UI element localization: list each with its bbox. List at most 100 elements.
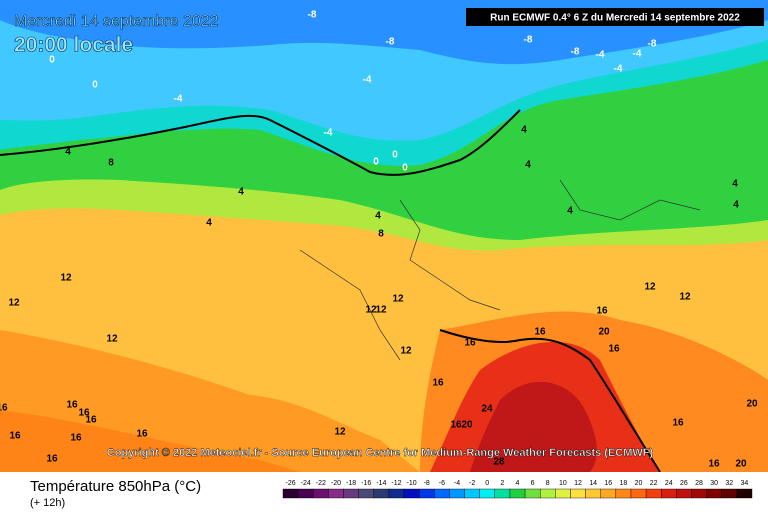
scale-label: 18 bbox=[620, 480, 628, 487]
contour-label: 4 bbox=[521, 125, 527, 136]
contour-label: -8 bbox=[308, 10, 317, 21]
contour-label: 12 bbox=[8, 298, 20, 309]
contour-label: 12 bbox=[400, 346, 412, 357]
contour-label: -8 bbox=[386, 37, 395, 48]
contour-labels: -8-8 -8-8-8-4 -4-4-4-4-4000004844484444412… bbox=[0, 10, 758, 470]
scale-label: -20 bbox=[331, 480, 341, 487]
contour-label: 16 bbox=[46, 454, 58, 465]
scale-label: 8 bbox=[546, 480, 550, 487]
scale-label: 10 bbox=[559, 480, 567, 487]
scale-label: 22 bbox=[650, 480, 658, 487]
scale-label: -26 bbox=[286, 480, 296, 487]
contour-label: 16 bbox=[78, 408, 90, 419]
contour-label: 20 bbox=[746, 399, 758, 410]
contour-label: 20 bbox=[598, 327, 610, 338]
scale-label: -2 bbox=[469, 480, 475, 487]
scale-label: 14 bbox=[589, 480, 597, 487]
scale-swatch bbox=[434, 488, 450, 499]
scale-swatch bbox=[282, 488, 299, 499]
scale-swatch bbox=[464, 488, 480, 499]
scale-swatch bbox=[388, 488, 405, 499]
contour-label: 16 bbox=[596, 306, 608, 317]
contour-label: 16 bbox=[708, 459, 720, 470]
scale-label: -14 bbox=[376, 480, 386, 487]
contour-label: 4 bbox=[525, 160, 531, 171]
scale-swatch bbox=[373, 488, 390, 499]
contour-label: -4 bbox=[174, 94, 183, 105]
scale-label: 2 bbox=[500, 480, 504, 487]
contour-label: 16 bbox=[9, 431, 21, 442]
scale-swatch bbox=[524, 488, 541, 499]
scale-label: -22 bbox=[316, 480, 326, 487]
scale-swatch bbox=[479, 488, 496, 499]
scale-label: -18 bbox=[346, 480, 356, 487]
contour-label: 16 bbox=[608, 344, 620, 355]
scale-label: 34 bbox=[741, 480, 749, 487]
contour-label: 0 bbox=[92, 80, 98, 91]
map-time: 20:00 locale bbox=[14, 34, 133, 57]
scale-swatch bbox=[297, 488, 314, 499]
scale-swatch bbox=[509, 488, 526, 499]
scale-swatch bbox=[676, 488, 692, 499]
contour-label: -8 bbox=[524, 35, 533, 46]
copyright: Copyright © 2022 Meteociel.fr - Source E… bbox=[107, 447, 654, 459]
run-box bbox=[466, 8, 764, 26]
color-scale: -26 -24 -22 -20 -18 -16 -14 -12 -10 -8 -6 -4 -2 0 2 4 6 8… bbox=[282, 480, 753, 499]
scale-label: -12 bbox=[391, 480, 401, 487]
scale-swatch bbox=[600, 488, 617, 499]
scale-swatch bbox=[615, 488, 632, 499]
footer-subtitle: (+ 12h) bbox=[30, 497, 65, 509]
scale-swatch bbox=[343, 488, 359, 499]
contour-label: 4 bbox=[375, 211, 381, 222]
contour-label: 12 bbox=[644, 282, 656, 293]
contour-label: 0 bbox=[373, 157, 379, 168]
contour-label: -4 bbox=[596, 50, 605, 61]
contour-label: 12 bbox=[679, 292, 691, 303]
run-info: Run ECMWF 0.4° 6 Z du Mercredi 14 septem… bbox=[490, 13, 740, 24]
scale-label: -4 bbox=[454, 480, 460, 487]
scale-swatch bbox=[645, 488, 662, 499]
scale-swatch bbox=[494, 488, 511, 499]
scale-label: -10 bbox=[407, 480, 417, 487]
contour-label: -8 bbox=[571, 47, 580, 58]
contour-label: 8 bbox=[108, 158, 114, 169]
scale-label: -24 bbox=[301, 480, 311, 487]
isotherm-line bbox=[439, 329, 661, 473]
map-area: -8-8 -8-8-8-4 -4-4-4-4-4000004844484444412… bbox=[0, 0, 768, 473]
contour-label: 16 bbox=[672, 418, 684, 429]
scale-label: 16 bbox=[604, 480, 612, 487]
scale-swatch bbox=[706, 488, 722, 499]
scale-label: 32 bbox=[725, 480, 733, 487]
warm-region bbox=[0, 410, 300, 472]
scale-swatch bbox=[403, 488, 420, 499]
contour-label: 12 bbox=[392, 294, 404, 305]
scale-swatch bbox=[661, 488, 677, 499]
scale-swatch bbox=[358, 488, 374, 499]
scale-swatch bbox=[555, 488, 571, 499]
contour-label: 4 bbox=[238, 187, 244, 198]
contour-label: 0 bbox=[402, 163, 408, 174]
contour-label: 16 bbox=[85, 415, 97, 426]
scale-label: 30 bbox=[710, 480, 718, 487]
scale-label: 6 bbox=[531, 480, 535, 487]
scale-swatch bbox=[313, 488, 329, 499]
scale-label: 0 bbox=[485, 480, 489, 487]
scale-label: -6 bbox=[439, 480, 445, 487]
scale-label: 20 bbox=[635, 480, 643, 487]
contour-label: -4 bbox=[614, 64, 623, 75]
contour-label: 16 bbox=[70, 433, 82, 444]
contour-label: 4 bbox=[65, 147, 71, 158]
scale-swatch bbox=[691, 488, 707, 499]
scale-label: 4 bbox=[516, 480, 520, 487]
contour-label: 24 bbox=[481, 404, 493, 415]
contour-label: 28 bbox=[493, 457, 505, 468]
scale-label: -8 bbox=[424, 480, 430, 487]
contour-label: 4 bbox=[206, 218, 212, 229]
contour-label: -4 bbox=[633, 49, 642, 60]
contour-label: 8 bbox=[378, 229, 384, 240]
contour-label: 0 bbox=[392, 150, 398, 161]
contour-label: 12 bbox=[375, 305, 387, 316]
contour-label: 12 bbox=[106, 334, 118, 345]
scale-swatch bbox=[328, 488, 344, 499]
